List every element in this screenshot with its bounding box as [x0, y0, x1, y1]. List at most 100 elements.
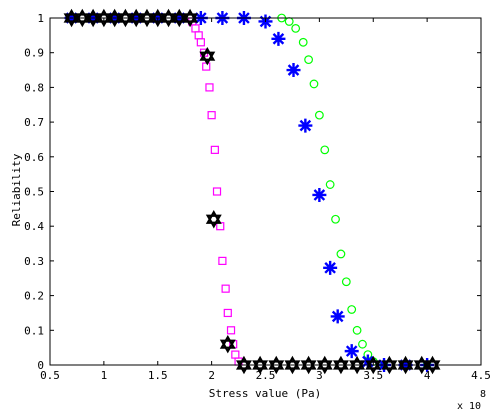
series-asterisk — [64, 11, 435, 372]
hexagram-marker — [128, 8, 145, 23]
y-tick-label: 0.3 — [24, 255, 44, 268]
circle-marker — [284, 17, 294, 26]
circle-marker — [336, 249, 346, 259]
hexagram-marker — [365, 355, 382, 370]
asterisk-marker — [271, 31, 286, 46]
square-marker — [226, 326, 236, 335]
hexagram-marker — [117, 13, 134, 28]
hexagram-marker — [349, 355, 366, 370]
circle-marker — [358, 339, 367, 349]
hexagram-marker — [332, 360, 349, 375]
x-tick-label: 2.5 — [256, 369, 276, 382]
axes: 0.5 1 1.5 2 2.5 3 3.5 4 4.5 0 0.1 0.2 0.3 0.4 0.5 0.6 0.… — [24, 12, 491, 382]
x-tick-label: 3 — [316, 369, 323, 382]
hexagram-marker — [219, 339, 236, 354]
hexagram-marker — [139, 8, 155, 23]
hexagram-marker — [63, 13, 80, 28]
plot-area — [63, 8, 441, 375]
x-exponent-power: 8 — [480, 389, 486, 400]
asterisk-marker — [323, 260, 338, 275]
hexagram-marker — [300, 360, 317, 375]
hexagram-marker — [74, 8, 91, 23]
hexagram-marker — [349, 360, 366, 375]
hexagram-marker — [268, 360, 285, 375]
hexagram-marker — [413, 355, 430, 370]
hexagram-marker — [106, 13, 123, 28]
hexagram-marker — [160, 13, 177, 28]
hexagram-marker — [397, 360, 414, 375]
hexagram-marker — [413, 360, 430, 375]
hexagram-marker — [149, 13, 166, 28]
asterisk-marker — [312, 187, 327, 202]
x-tick-label: 1 — [101, 369, 108, 382]
y-axis-label: Reliability — [10, 153, 23, 226]
y-tick-label: 0.6 — [24, 151, 44, 164]
hexagram-marker — [235, 360, 252, 375]
y-tick-label: 0.1 — [24, 324, 44, 337]
hexagram-marker — [205, 210, 222, 224]
hexagram-marker — [182, 13, 199, 28]
asterisk-marker — [344, 344, 359, 359]
hexagram-marker — [128, 13, 145, 28]
asterisk-marker — [330, 309, 345, 324]
hexagram-marker — [171, 8, 188, 23]
y-tick-label: 0.5 — [24, 186, 44, 199]
hexagram-marker — [332, 355, 349, 370]
hexagram-marker — [235, 355, 252, 370]
y-tick-label: 1 — [37, 12, 44, 25]
x-tick-label: 1.5 — [148, 369, 168, 382]
hexagram-marker — [381, 355, 398, 370]
y-tick-label: 0.4 — [24, 220, 44, 233]
x-exponent-label: x 10 — [457, 401, 481, 410]
hexagram-marker — [95, 13, 112, 28]
square-marker — [191, 24, 200, 33]
circle-marker — [331, 214, 340, 224]
hexagram-marker — [284, 360, 301, 375]
hexagram-marker — [284, 355, 301, 370]
x-tick-label: 0.5 — [40, 369, 60, 382]
hexagram-marker — [199, 46, 216, 61]
square-marker — [221, 284, 230, 293]
asterisk-marker — [298, 118, 313, 133]
hexagram-marker — [397, 355, 414, 370]
hexagram-marker — [139, 13, 155, 28]
hexagram-marker — [182, 8, 199, 23]
y-tick-label: 0.7 — [24, 116, 44, 129]
x-tick-label: 3.5 — [363, 369, 383, 382]
y-tick-label: 0.9 — [24, 47, 44, 60]
hexagram-marker — [85, 8, 102, 23]
circle-marker — [298, 37, 308, 47]
hexagram-marker — [252, 360, 269, 375]
circle-marker — [347, 305, 357, 314]
circle-marker — [320, 145, 330, 155]
x-axis-label: Stress value (Pa) — [209, 387, 322, 400]
circle-marker — [341, 277, 351, 287]
square-marker — [212, 187, 222, 196]
circle-marker — [304, 55, 314, 65]
x-tick-label: 4 — [424, 369, 431, 382]
asterisk-marker — [286, 63, 301, 78]
y-tick-label: 0 — [37, 359, 44, 372]
y-tick-label: 0.8 — [24, 81, 44, 94]
circle-marker — [352, 325, 362, 335]
hexagram-marker — [160, 8, 177, 23]
hexagram-marker — [252, 355, 269, 370]
hexagram-marker — [117, 8, 134, 23]
circle-marker — [309, 79, 319, 89]
hexagram-marker — [85, 13, 102, 28]
hexagram-marker — [300, 355, 317, 370]
hexagram-marker — [74, 13, 91, 28]
x-tick-label: 4.5 — [471, 369, 491, 382]
square-marker — [231, 350, 240, 359]
series-hexagram — [63, 8, 441, 375]
hexagram-marker — [171, 13, 188, 28]
y-tick-label: 0.2 — [24, 290, 44, 303]
circle-marker — [291, 24, 301, 33]
hexagram-marker — [424, 355, 441, 370]
square-marker — [218, 256, 227, 265]
hexagram-marker — [63, 8, 80, 23]
square-marker — [196, 38, 205, 47]
series-square — [67, 13, 249, 370]
hexagram-marker — [205, 214, 222, 229]
